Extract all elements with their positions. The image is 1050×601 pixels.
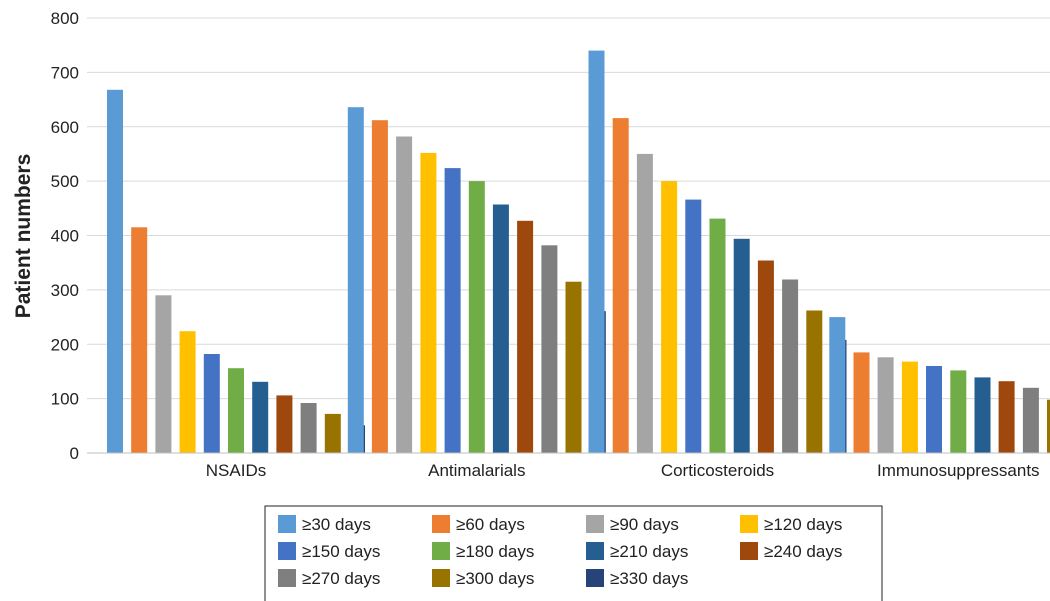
- legend-box: [264, 505, 883, 601]
- bar-nsaids-1: [131, 227, 148, 453]
- legend-swatch: [586, 569, 604, 587]
- y-tick-label: 400: [51, 227, 79, 246]
- bar-corticosteroids-1: [612, 118, 629, 453]
- bar-immunosuppressants-4: [926, 366, 942, 453]
- legend-label: ≥150 days: [302, 542, 380, 561]
- legend-label: ≥60 days: [456, 515, 525, 534]
- bar-corticosteroids-2: [636, 153, 653, 453]
- bars: [107, 50, 1050, 454]
- bar-antimalarials-9: [565, 281, 582, 453]
- legend-label: ≥120 days: [764, 515, 842, 534]
- legend-swatch: [586, 542, 604, 560]
- bar-immunosuppressants-3: [901, 361, 918, 453]
- bar-immunosuppressants-2: [877, 357, 894, 453]
- bar-antimalarials-0: [347, 107, 364, 453]
- bar-corticosteroids-5: [709, 218, 726, 453]
- bar-corticosteroids-9: [806, 310, 823, 453]
- legend-label: ≥300 days: [456, 569, 534, 588]
- y-tick-label: 500: [51, 172, 79, 191]
- legend-label: ≥90 days: [610, 515, 679, 534]
- legend-swatch: [278, 569, 296, 587]
- legend-swatch: [740, 542, 758, 560]
- bar-corticosteroids-4: [685, 199, 702, 453]
- legend-swatch: [740, 515, 758, 533]
- bar-antimalarials-8: [541, 245, 558, 453]
- y-axis-ticks: 0 100 200 300 400 500 600 700 800: [51, 9, 79, 463]
- legend: ≥30 days ≥60 days ≥90 days ≥120 days ≥150 da…: [264, 505, 883, 601]
- legend-label: ≥240 days: [764, 542, 842, 561]
- bar-antimalarials-2: [396, 136, 413, 453]
- bar-nsaids-5: [228, 368, 244, 453]
- legend-label: ≥30 days: [302, 515, 371, 534]
- bar-nsaids-8: [300, 403, 317, 453]
- y-axis-title: Patient numbers: [12, 154, 35, 319]
- bar-immunosuppressants-8: [1022, 387, 1039, 454]
- y-tick-label: 300: [51, 281, 79, 300]
- bar-immunosuppressants-7: [998, 381, 1015, 453]
- bar-immunosuppressants-5: [950, 370, 967, 453]
- legend-swatch: [432, 515, 450, 533]
- bar-immunosuppressants-1: [853, 352, 870, 453]
- bar-immunosuppressants-9: [1047, 399, 1050, 453]
- bar-corticosteroids-7: [757, 260, 774, 453]
- y-tick-label: 200: [51, 335, 79, 354]
- bar-immunosuppressants-6: [974, 377, 991, 453]
- y-tick-label: 700: [51, 63, 79, 82]
- category-label: Immunosuppressants: [877, 461, 1040, 480]
- bar-corticosteroids-0: [588, 50, 605, 453]
- bar-antimalarials-6: [492, 204, 509, 453]
- bar-antimalarials-1: [371, 120, 388, 453]
- bar-nsaids-3: [179, 331, 196, 453]
- bar-nsaids-4: [203, 354, 220, 453]
- legend-swatch: [432, 569, 450, 587]
- legend-swatch: [586, 515, 604, 533]
- y-tick-label: 100: [51, 390, 79, 409]
- bar-corticosteroids-6: [733, 238, 750, 453]
- y-tick-label: 800: [51, 9, 79, 28]
- category-labels: NSAIDs Antimalarials Corticosteroids Immuno…: [206, 461, 1040, 480]
- legend-swatch: [278, 515, 296, 533]
- bar-antimalarials-7: [517, 220, 534, 453]
- bar-nsaids-0: [107, 89, 123, 454]
- bar-antimalarials-4: [444, 168, 461, 453]
- bar-corticosteroids-3: [661, 181, 678, 453]
- legend-label: ≥210 days: [610, 542, 688, 561]
- legend-label: ≥330 days: [610, 569, 688, 588]
- bar-nsaids-9: [324, 413, 341, 453]
- category-label: NSAIDs: [206, 461, 266, 480]
- legend-swatch: [432, 542, 450, 560]
- category-label: Antimalarials: [428, 461, 525, 480]
- y-tick-label: 0: [70, 444, 79, 463]
- bar-corticosteroids-8: [782, 279, 799, 453]
- legend-items: ≥30 days ≥60 days ≥90 days ≥120 days ≥150 da…: [278, 515, 842, 588]
- legend-label: ≥270 days: [302, 569, 380, 588]
- bar-nsaids-7: [276, 395, 293, 453]
- category-label: Corticosteroids: [661, 461, 774, 480]
- bar-antimalarials-5: [468, 181, 485, 453]
- y-tick-label: 600: [51, 118, 79, 137]
- bar-nsaids-6: [252, 381, 269, 453]
- legend-label: ≥180 days: [456, 542, 534, 561]
- bar-immunosuppressants-0: [829, 317, 846, 453]
- bar-antimalarials-3: [420, 152, 437, 453]
- legend-swatch: [278, 542, 296, 560]
- bar-nsaids-2: [155, 295, 172, 453]
